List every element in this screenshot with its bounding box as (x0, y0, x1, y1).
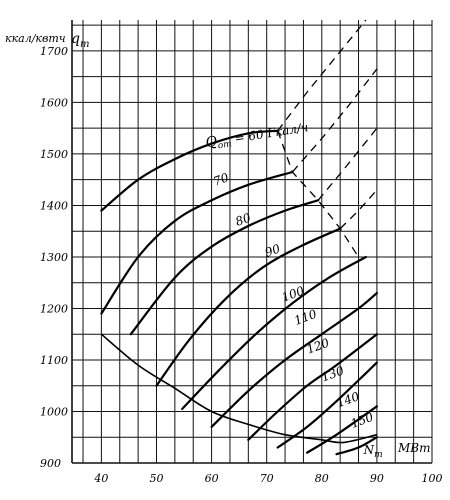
envelope-line-nt (100, 333, 378, 444)
extrapolation-line-2 (317, 127, 378, 201)
series-line-70 (100, 170, 294, 315)
series-label-120: 120 (305, 336, 332, 357)
series-label-qot-60: Qот = 60 Гкал/ч (205, 119, 310, 153)
series-label-70: 70 (212, 170, 231, 189)
grid (71, 20, 433, 464)
series-label-nt: Nт (363, 443, 383, 460)
x-tick-label-40: 40 (93, 472, 108, 485)
series-line-110 (210, 291, 378, 428)
series-line-120 (247, 333, 378, 441)
y-axis-label: ккал/квтч (5, 32, 66, 45)
y-tick-label-1000: 1000 (40, 405, 68, 418)
extrapolation-line-1 (291, 68, 378, 173)
series-label-100: 100 (280, 283, 307, 304)
x-tick-label-80: 80 (315, 472, 329, 485)
series-line-90 (155, 227, 342, 387)
series-label-110: 110 (292, 307, 319, 328)
x-tick-label-60: 60 (205, 472, 219, 485)
y-tick-label-1700: 1700 (40, 45, 68, 58)
y-tick-label-1100: 1100 (40, 354, 68, 367)
extrapolation-line-3 (339, 189, 378, 230)
series-line-q-60- (100, 129, 279, 212)
y-tick-label-1400: 1400 (40, 199, 68, 212)
y-axis-symbol: qт (71, 31, 89, 50)
limit-line (277, 130, 360, 258)
series-line-140 (306, 405, 378, 454)
series-line-80 (129, 199, 320, 336)
x-tick-label-100: 100 (422, 472, 443, 485)
y-tick-label-1300: 1300 (40, 251, 68, 264)
series-label-80: 80 (234, 210, 253, 229)
extrapolation-lines (277, 19, 378, 258)
extrapolation-line-0 (277, 19, 367, 132)
tick-labels: 900 1000 1100 1200 1300 1400 1500 1600 1700 40 50 6… (40, 45, 443, 485)
curves (100, 129, 378, 456)
x-axis-label: МВт (397, 441, 430, 455)
x-tick-label-90: 90 (370, 472, 384, 485)
series-label-150: 150 (349, 410, 376, 431)
series-line-100 (181, 255, 367, 410)
x-tick-label-50: 50 (149, 472, 163, 485)
x-tick-label-70: 70 (260, 472, 274, 485)
y-tick-label-900: 900 (40, 457, 61, 470)
y-tick-label-1200: 1200 (40, 302, 68, 315)
series-label-140: 140 (335, 389, 362, 410)
series-label-130: 130 (320, 363, 347, 384)
y-tick-label-1500: 1500 (40, 148, 68, 161)
series-line-150 (335, 436, 378, 456)
series-line-130 (276, 361, 378, 449)
series-label-90: 90 (263, 241, 282, 260)
y-tick-label-1600: 1600 (40, 96, 68, 109)
